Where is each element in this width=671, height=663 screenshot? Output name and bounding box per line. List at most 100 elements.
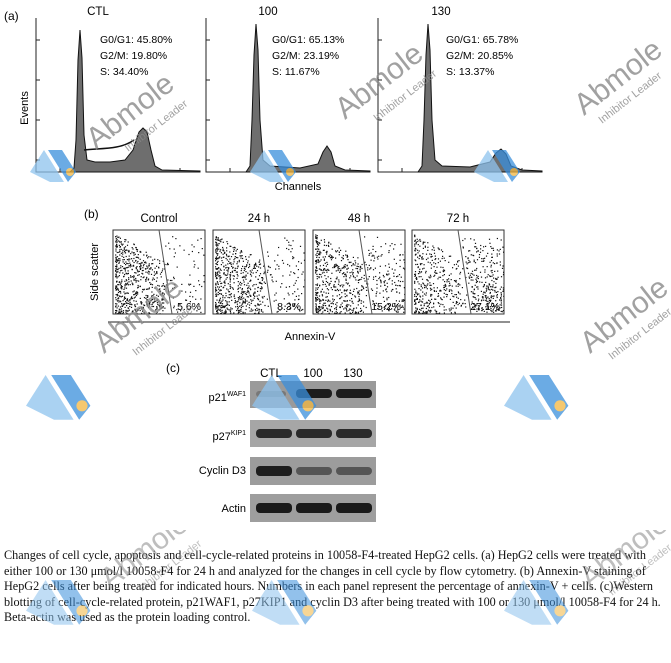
scatter-dot (360, 302, 362, 304)
scatter-dot (250, 308, 252, 310)
scatter-dot (366, 283, 368, 285)
scatter-dot (123, 297, 126, 299)
scatter-dot (427, 309, 429, 311)
scatter-dot (137, 256, 139, 258)
scatter-dot (282, 262, 285, 264)
scatter-dot (421, 301, 424, 303)
scatter-dot (144, 304, 146, 307)
scatter-dot (160, 305, 162, 307)
scatter-dot (386, 297, 388, 299)
scatter-dot (126, 267, 128, 269)
scatter-dot (203, 281, 205, 283)
scatter-dot (128, 281, 130, 283)
scatter-dot (349, 292, 351, 294)
scatter-dot (420, 264, 422, 266)
scatter-dot (426, 288, 428, 290)
scatter-dot (222, 295, 224, 297)
scatter-dot (132, 297, 134, 300)
scatter-dot (331, 272, 333, 274)
scatter-dot (224, 312, 226, 314)
scatter-dot (215, 313, 217, 314)
scatter-dot (458, 302, 460, 304)
scatter-dot (247, 296, 250, 298)
scatter-dot (219, 297, 221, 299)
scatter-dot (335, 309, 338, 311)
scatter-dot (218, 239, 220, 241)
scatter-dot (430, 310, 432, 312)
scatter-dot (324, 313, 326, 314)
scatter-dot (469, 274, 471, 276)
scatter-dot (275, 268, 277, 270)
scatter-dot (245, 293, 247, 295)
scatter-dot (445, 285, 447, 288)
scatter-dot (144, 261, 146, 263)
scatter-dot (315, 259, 318, 261)
scatter-dot (384, 284, 386, 286)
scatter-dot (321, 312, 323, 314)
scatter-dot (321, 272, 324, 274)
scatter-dot (129, 305, 131, 308)
scatter-dot (230, 312, 232, 314)
scatter-dot (117, 305, 119, 307)
scatter-dot (117, 271, 119, 273)
scatter-dot (332, 303, 334, 305)
scatter-dot (174, 284, 176, 286)
scatter-dot (429, 274, 432, 276)
scatter-dot (325, 285, 327, 287)
scatter-dot (161, 302, 164, 304)
scatter-dot (346, 254, 348, 256)
scatter-dot (391, 283, 393, 285)
scatter-dot (323, 258, 325, 260)
scatter-dot (387, 270, 389, 272)
scatter-dot (489, 291, 491, 294)
scatter-dot (357, 300, 359, 303)
scatter-dot (477, 295, 479, 297)
scatter-dot (475, 298, 477, 300)
scatter-dot (266, 313, 269, 314)
scatter-dot (146, 299, 148, 301)
scatter-dot (493, 311, 495, 313)
scatter-dot (217, 260, 219, 262)
scatter-dot (316, 246, 318, 248)
scatter-dot (499, 288, 501, 290)
scatter-dot (218, 305, 220, 307)
scatter-dot (346, 305, 348, 307)
scatter-dot (318, 244, 320, 246)
scatter-dot (360, 310, 362, 312)
scatter-dot (330, 306, 333, 308)
scatter-dot (129, 258, 131, 260)
plot-title-control: Control (140, 213, 177, 225)
scatter-dot (430, 267, 432, 269)
scatter-dot (345, 290, 348, 292)
scatter-dot (422, 258, 424, 260)
scatter-dot (233, 282, 235, 284)
scatter-dot (232, 247, 234, 249)
scatter-dot (156, 308, 158, 310)
scatter-dot (268, 266, 270, 268)
scatter-dot (414, 245, 416, 247)
scatter-dot (329, 300, 331, 302)
scatter-dot (198, 280, 200, 282)
scatter-dot (224, 280, 226, 282)
scatter-dot (259, 290, 262, 292)
svg-text:S: 13.37%: S: 13.37% (446, 66, 494, 78)
scatter-dot (262, 278, 264, 280)
scatter-dot (358, 290, 360, 292)
scatter-dot (503, 271, 504, 273)
scatter-dot (488, 302, 490, 304)
scatter-dot (163, 302, 165, 304)
scatter-dot (126, 305, 128, 307)
scatter-dot (315, 297, 317, 299)
s-value-100: 11.67% (285, 66, 320, 78)
scatter-dot (243, 292, 245, 294)
scatter-dot (250, 299, 252, 301)
scatter-dot (493, 305, 495, 307)
scatter-dot (119, 241, 121, 243)
scatter-dot (496, 278, 498, 280)
scatter-dot (436, 287, 438, 289)
scatter-dot (388, 307, 390, 309)
scatter-dot (415, 260, 417, 262)
scatter-dot (380, 282, 382, 284)
scatter-dot (335, 289, 337, 292)
scatter-dot (216, 289, 218, 291)
